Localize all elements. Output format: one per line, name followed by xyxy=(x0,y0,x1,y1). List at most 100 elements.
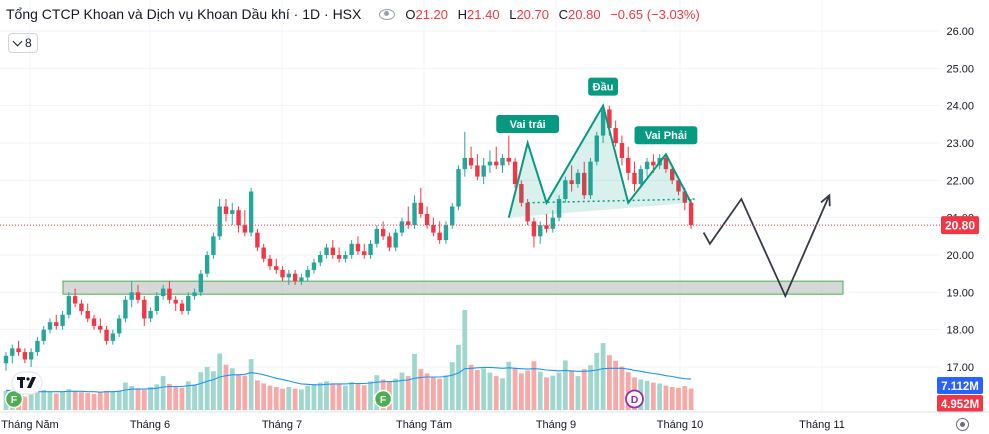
candle[interactable] xyxy=(179,299,185,315)
candle-body[interactable] xyxy=(3,355,9,364)
candle-body[interactable] xyxy=(563,180,568,199)
candle-body[interactable] xyxy=(255,232,260,248)
candle[interactable] xyxy=(230,202,235,226)
candle-body[interactable] xyxy=(236,210,241,226)
candle[interactable] xyxy=(217,199,222,241)
candle-body[interactable] xyxy=(349,243,354,255)
candle[interactable] xyxy=(142,296,147,326)
candle-body[interactable] xyxy=(330,247,336,255)
candle-body[interactable] xyxy=(682,191,687,203)
candle-body[interactable] xyxy=(173,299,178,304)
candle-body[interactable] xyxy=(110,333,116,341)
candle[interactable] xyxy=(16,340,21,356)
candle-body[interactable] xyxy=(16,348,21,353)
candle[interactable] xyxy=(638,165,643,188)
candle[interactable] xyxy=(500,154,505,173)
candle-body[interactable] xyxy=(368,243,373,255)
candle-body[interactable] xyxy=(588,161,593,196)
candle-body[interactable] xyxy=(619,143,625,158)
candle[interactable] xyxy=(512,157,518,188)
candle[interactable] xyxy=(393,228,398,252)
candle[interactable] xyxy=(563,176,568,203)
candle-body[interactable] xyxy=(556,199,562,218)
candle-body[interactable] xyxy=(512,161,518,185)
candle[interactable] xyxy=(688,199,694,229)
candle[interactable] xyxy=(368,240,373,259)
candle-body[interactable] xyxy=(638,169,643,185)
candle-body[interactable] xyxy=(670,169,675,181)
candle[interactable] xyxy=(85,303,90,323)
candle[interactable] xyxy=(204,251,210,278)
candle-body[interactable] xyxy=(462,157,468,170)
candle[interactable] xyxy=(644,157,650,177)
candle[interactable] xyxy=(336,247,342,263)
candle-body[interactable] xyxy=(600,109,606,136)
candle-body[interactable] xyxy=(192,292,197,297)
candle[interactable] xyxy=(324,243,329,259)
candle-body[interactable] xyxy=(663,157,669,170)
candle[interactable] xyxy=(613,120,618,147)
candle-body[interactable] xyxy=(538,225,543,237)
candle[interactable] xyxy=(362,243,367,259)
candle[interactable] xyxy=(223,199,229,222)
candle[interactable] xyxy=(66,292,72,319)
candle-body[interactable] xyxy=(412,202,417,226)
candle-body[interactable] xyxy=(154,296,160,311)
candle[interactable] xyxy=(374,225,380,248)
candle[interactable] xyxy=(198,269,204,297)
indicators-toggle-button[interactable]: 8 xyxy=(8,33,38,53)
candle[interactable] xyxy=(286,269,292,285)
candle-body[interactable] xyxy=(274,266,279,270)
candle[interactable] xyxy=(242,210,248,237)
candle-body[interactable] xyxy=(60,314,65,326)
candle[interactable] xyxy=(387,232,392,252)
candle[interactable] xyxy=(22,348,28,364)
candle[interactable] xyxy=(349,240,354,259)
candle[interactable] xyxy=(525,199,530,226)
candle-body[interactable] xyxy=(393,232,398,248)
candle-body[interactable] xyxy=(186,296,191,311)
candle[interactable] xyxy=(412,195,417,229)
candle[interactable] xyxy=(456,165,461,211)
candle-body[interactable] xyxy=(575,172,581,185)
candle-body[interactable] xyxy=(299,277,304,282)
candle-body[interactable] xyxy=(424,213,430,226)
candle-body[interactable] xyxy=(123,299,128,319)
candle[interactable] xyxy=(311,258,317,274)
financials-marker[interactable]: F xyxy=(4,389,24,409)
candle[interactable] xyxy=(475,154,480,181)
candle-body[interactable] xyxy=(305,269,310,278)
candle-body[interactable] xyxy=(324,247,329,255)
candle[interactable] xyxy=(255,228,260,252)
candle[interactable] xyxy=(60,311,65,330)
label-left-shoulder[interactable]: Vai trái xyxy=(496,115,560,133)
candle-body[interactable] xyxy=(142,299,147,319)
candle-body[interactable] xyxy=(10,348,15,356)
candle[interactable] xyxy=(531,217,537,248)
candle-body[interactable] xyxy=(148,311,153,319)
candle[interactable] xyxy=(550,210,555,233)
candle[interactable] xyxy=(104,325,109,345)
head-and-shoulders-pattern[interactable]: Vai trái Đầu Vai Phải xyxy=(496,77,698,218)
last-price-tag[interactable]: 20.80 xyxy=(941,216,979,235)
candle[interactable] xyxy=(506,135,511,166)
candles[interactable] xyxy=(3,105,694,371)
candle-body[interactable] xyxy=(487,161,493,166)
candle[interactable] xyxy=(110,329,116,345)
candle-body[interactable] xyxy=(519,184,524,203)
candle-body[interactable] xyxy=(160,288,166,297)
candle[interactable] xyxy=(248,187,254,237)
candle-body[interactable] xyxy=(613,128,618,143)
label-right-shoulder[interactable]: Vai Phải xyxy=(634,126,698,145)
candle[interactable] xyxy=(343,251,348,263)
candle[interactable] xyxy=(28,348,34,367)
candle[interactable] xyxy=(274,258,279,274)
candle-body[interactable] xyxy=(475,165,480,177)
candle-body[interactable] xyxy=(582,172,587,196)
candle[interactable] xyxy=(305,266,310,282)
candle-body[interactable] xyxy=(418,202,424,214)
candle-body[interactable] xyxy=(230,210,235,214)
candle[interactable] xyxy=(468,146,474,170)
